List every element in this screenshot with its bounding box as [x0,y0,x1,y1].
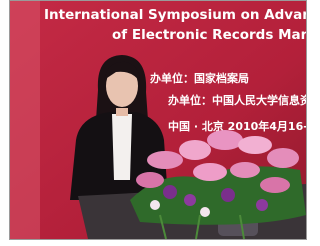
page: International Symposium on Advanced Rese… [0,0,313,246]
banner-title: of Electronic Records Management [112,27,313,43]
backdrop-edge [10,1,40,239]
banner-text: 办单位：国家档案局 [150,71,249,85]
photo: International Symposium on Advanced Rese… [0,0,313,246]
banner-title: International Symposium on Advanced Rese… [44,7,313,23]
banner-text: 中国 · 北京 2010年4月16-17日 [168,119,313,133]
banner-text: 办单位：中国人民大学信息资源管 [168,93,313,107]
